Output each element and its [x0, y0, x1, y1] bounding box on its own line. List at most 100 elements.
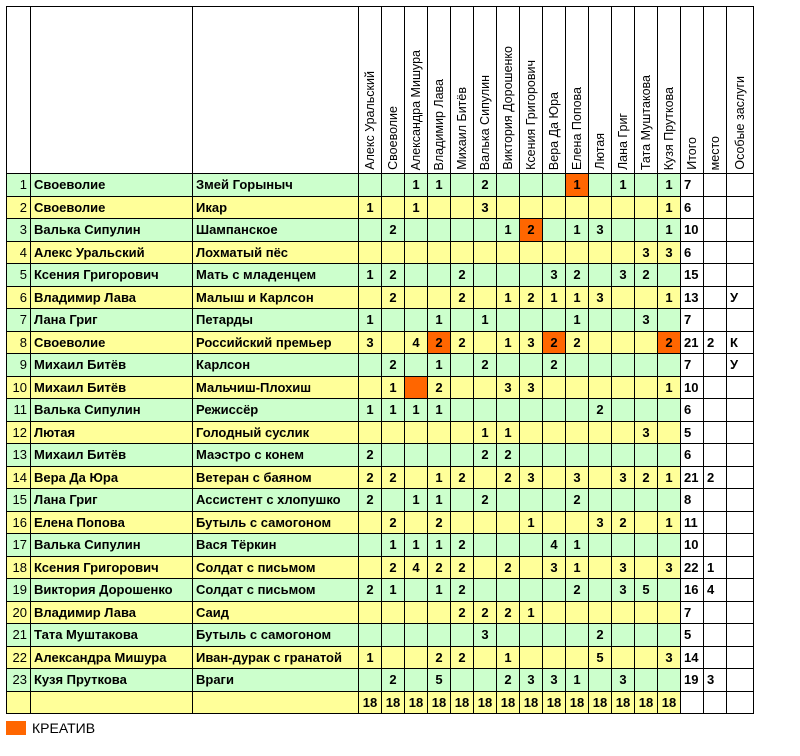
judge-score	[657, 308, 681, 332]
judge-score	[404, 600, 428, 624]
judge-score	[634, 600, 658, 624]
header-judge: Елена Попова	[565, 6, 589, 174]
judge-score	[565, 353, 589, 377]
judge-score: 5	[427, 668, 451, 692]
judge-score: 2	[565, 330, 589, 354]
header-judge: Ксения Григорович	[519, 6, 543, 174]
judge-score: 1	[657, 465, 681, 489]
judge-score	[427, 240, 451, 264]
judge-score	[358, 285, 382, 309]
header-judge: Своеволие	[381, 6, 405, 174]
total-score: 6	[680, 195, 704, 219]
judge-score	[427, 218, 451, 242]
judge-score	[404, 353, 428, 377]
judge-score	[381, 600, 405, 624]
place-value	[703, 645, 727, 669]
team-name: Александра Мишура	[30, 645, 193, 669]
place-value	[703, 173, 727, 197]
header-judge: Валька Сипулин	[473, 6, 497, 174]
entry-title: Иван-дурак с гранатой	[192, 645, 359, 669]
merit-value	[726, 488, 754, 512]
judge-score	[519, 488, 543, 512]
judge-score	[634, 488, 658, 512]
merit-value	[726, 443, 754, 467]
judge-score	[542, 375, 566, 399]
judge-score	[358, 420, 382, 444]
judge-score	[358, 600, 382, 624]
judge-score	[450, 195, 474, 219]
judge-score: 2	[473, 443, 497, 467]
place-value: 1	[703, 555, 727, 579]
table-row: 3 Валька Сипулин Шампанское 2 1 2 1 3 1 10	[6, 218, 754, 242]
judge-score: 1	[496, 330, 520, 354]
sum-place-blank	[703, 690, 727, 714]
judge-score: 1	[611, 173, 635, 197]
judge-score	[519, 443, 543, 467]
entry-title: Солдат с письмом	[192, 555, 359, 579]
sum-team-blank	[30, 690, 193, 714]
judge-sum: 18	[427, 690, 451, 714]
team-name: Елена Попова	[30, 510, 193, 534]
judge-score: 1	[381, 398, 405, 422]
judge-score: 3	[611, 465, 635, 489]
judge-sum: 18	[542, 690, 566, 714]
judge-score	[542, 645, 566, 669]
judge-score	[634, 173, 658, 197]
header-team-blank	[30, 6, 193, 174]
merit-value: У	[726, 285, 754, 309]
judge-score: 1	[473, 420, 497, 444]
judge-score: 1	[381, 375, 405, 399]
judge-score	[450, 420, 474, 444]
judge-score: 1	[427, 173, 451, 197]
place-value: 2	[703, 330, 727, 354]
total-score: 7	[680, 308, 704, 332]
table-row: 7 Лана Григ Петарды 1 1 1 1 3 7	[6, 308, 754, 332]
judge-score	[634, 285, 658, 309]
header-extra-label: Итого	[685, 137, 699, 170]
judge-score	[657, 353, 681, 377]
table-row: 12 Лютая Голодный суслик 1 1 3 5	[6, 420, 754, 444]
judge-score: 2	[358, 578, 382, 602]
header-judge-label: Тата Мушта­кова	[639, 74, 653, 170]
header-judge: Лютая	[588, 6, 612, 174]
legend-label: КРЕАТИВ	[32, 720, 96, 736]
judge-score: 2	[381, 218, 405, 242]
judge-score	[519, 623, 543, 647]
header-judge-label: Виктория Дорошенко	[501, 46, 515, 170]
judge-score	[611, 195, 635, 219]
judge-score: 3	[473, 623, 497, 647]
total-score: 10	[680, 375, 704, 399]
team-name: Кузя Прутко­ва	[30, 668, 193, 692]
judge-score	[611, 308, 635, 332]
judge-score: 1	[404, 173, 428, 197]
judge-score: 2	[358, 488, 382, 512]
judge-score: 1	[657, 375, 681, 399]
header-judge: Виктория Дорошенко	[496, 6, 520, 174]
total-score: 6	[680, 240, 704, 264]
entry-title: Режиссёр	[192, 398, 359, 422]
judge-score	[358, 240, 382, 264]
judge-score	[381, 623, 405, 647]
judge-score: 1	[565, 668, 589, 692]
judge-score: 2	[473, 353, 497, 377]
total-score: 7	[680, 353, 704, 377]
judge-score	[588, 420, 612, 444]
judge-score	[588, 330, 612, 354]
judge-score	[634, 668, 658, 692]
judge-score	[381, 443, 405, 467]
judge-score	[565, 240, 589, 264]
judge-score	[588, 353, 612, 377]
total-score: 13	[680, 285, 704, 309]
judge-score	[519, 533, 543, 557]
judge-score	[519, 645, 543, 669]
judge-score: 2	[381, 285, 405, 309]
judge-score	[358, 623, 382, 647]
judge-score: 1	[358, 398, 382, 422]
place-value: 2	[703, 465, 727, 489]
judge-score: 3	[542, 668, 566, 692]
entry-title: Мальчиш-Плохиш	[192, 375, 359, 399]
judge-score	[657, 443, 681, 467]
judge-sum: 18	[450, 690, 474, 714]
judge-score: 2	[588, 623, 612, 647]
team-name: Своеволие	[30, 330, 193, 354]
